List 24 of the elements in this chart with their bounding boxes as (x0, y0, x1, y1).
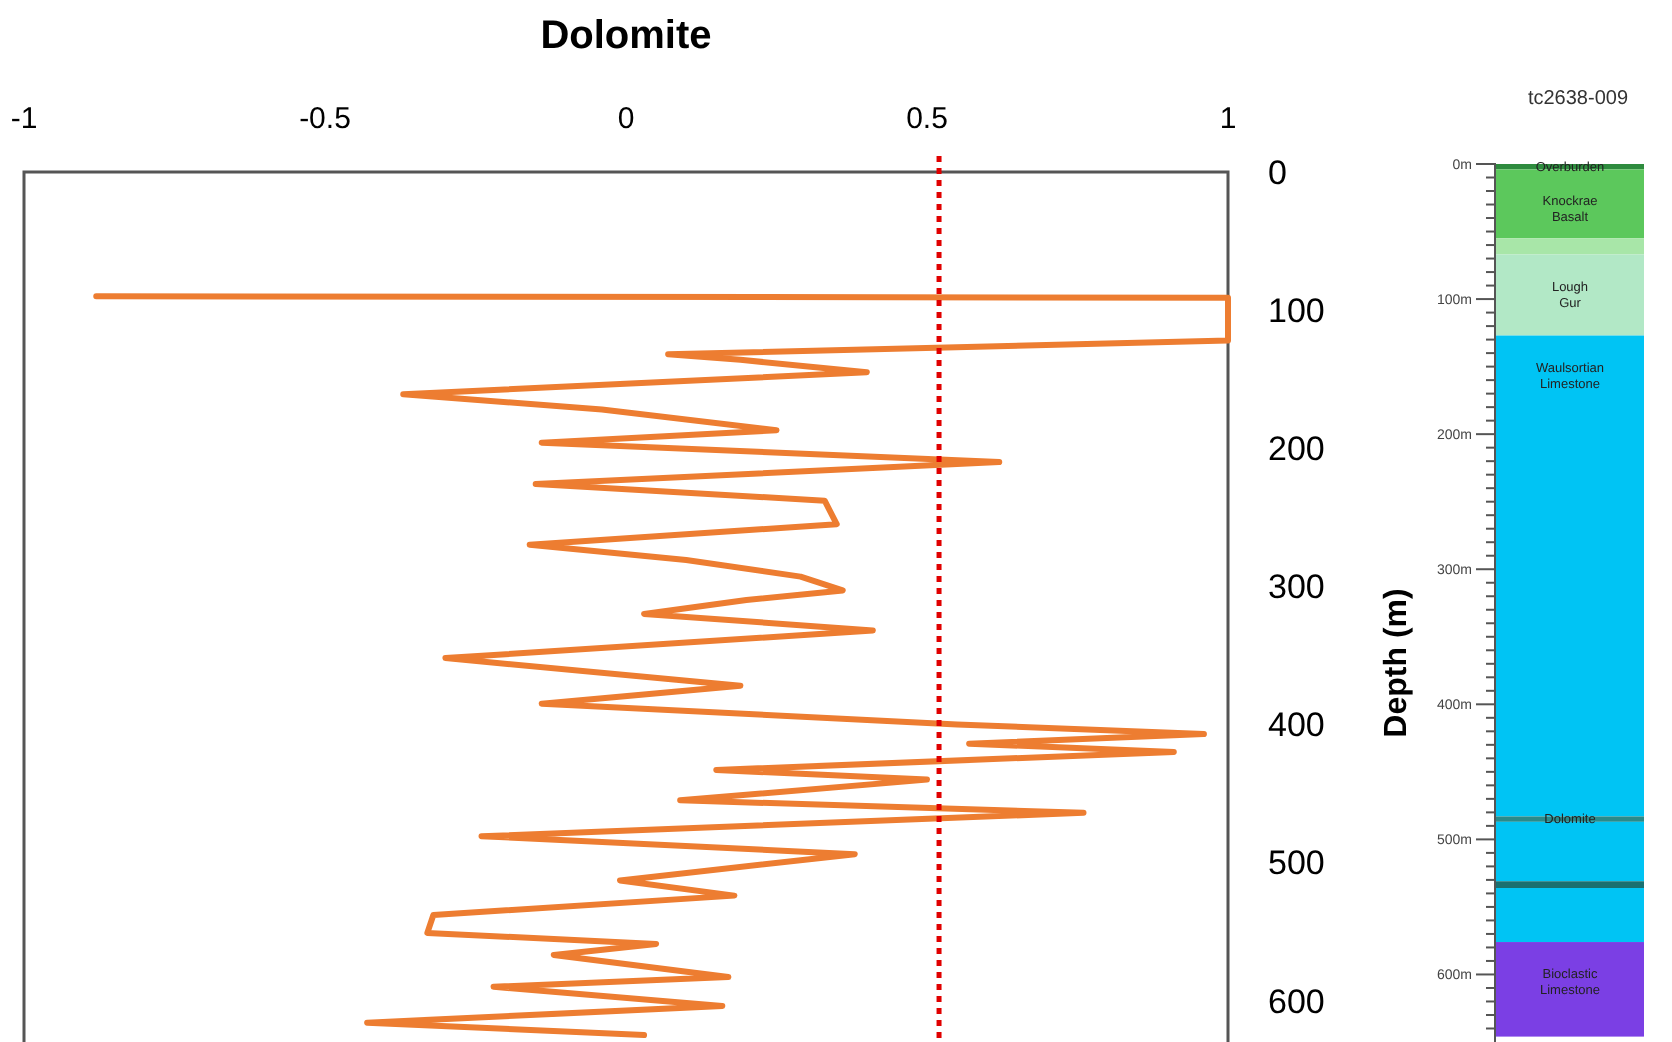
y-tick-label: 500 (1268, 844, 1325, 883)
bar (1496, 335, 1644, 817)
y-tick-label: 200 (1268, 430, 1325, 469)
x-tick-label: 0.5 (906, 102, 948, 136)
x-tick-label: -1 (10, 102, 38, 136)
y-tick-label: 0 (1268, 154, 1287, 192)
y-axis-title: Depth (m) (1380, 588, 1414, 738)
bar (1496, 254, 1644, 336)
chart-title: Dolomite (540, 14, 712, 58)
y-tick-label: 600 (1268, 982, 1325, 1021)
y-tick-label: 400 (1268, 706, 1325, 745)
y-tick-label: 100 (1268, 292, 1325, 331)
x-tick-label: 1 (1219, 102, 1237, 136)
bar (1496, 881, 1644, 889)
bar (1496, 238, 1644, 255)
chart-title: tc2638-009 (1527, 88, 1629, 110)
bar (1496, 821, 1644, 882)
line-series (93, 293, 1231, 1039)
bar (1496, 888, 1644, 943)
y-tick-label: 300 (1268, 568, 1325, 607)
x-tick-label: -0.5 (299, 102, 351, 136)
x-tick-label: 0 (617, 102, 635, 136)
bar (1496, 169, 1644, 239)
bar (1496, 942, 1644, 1037)
